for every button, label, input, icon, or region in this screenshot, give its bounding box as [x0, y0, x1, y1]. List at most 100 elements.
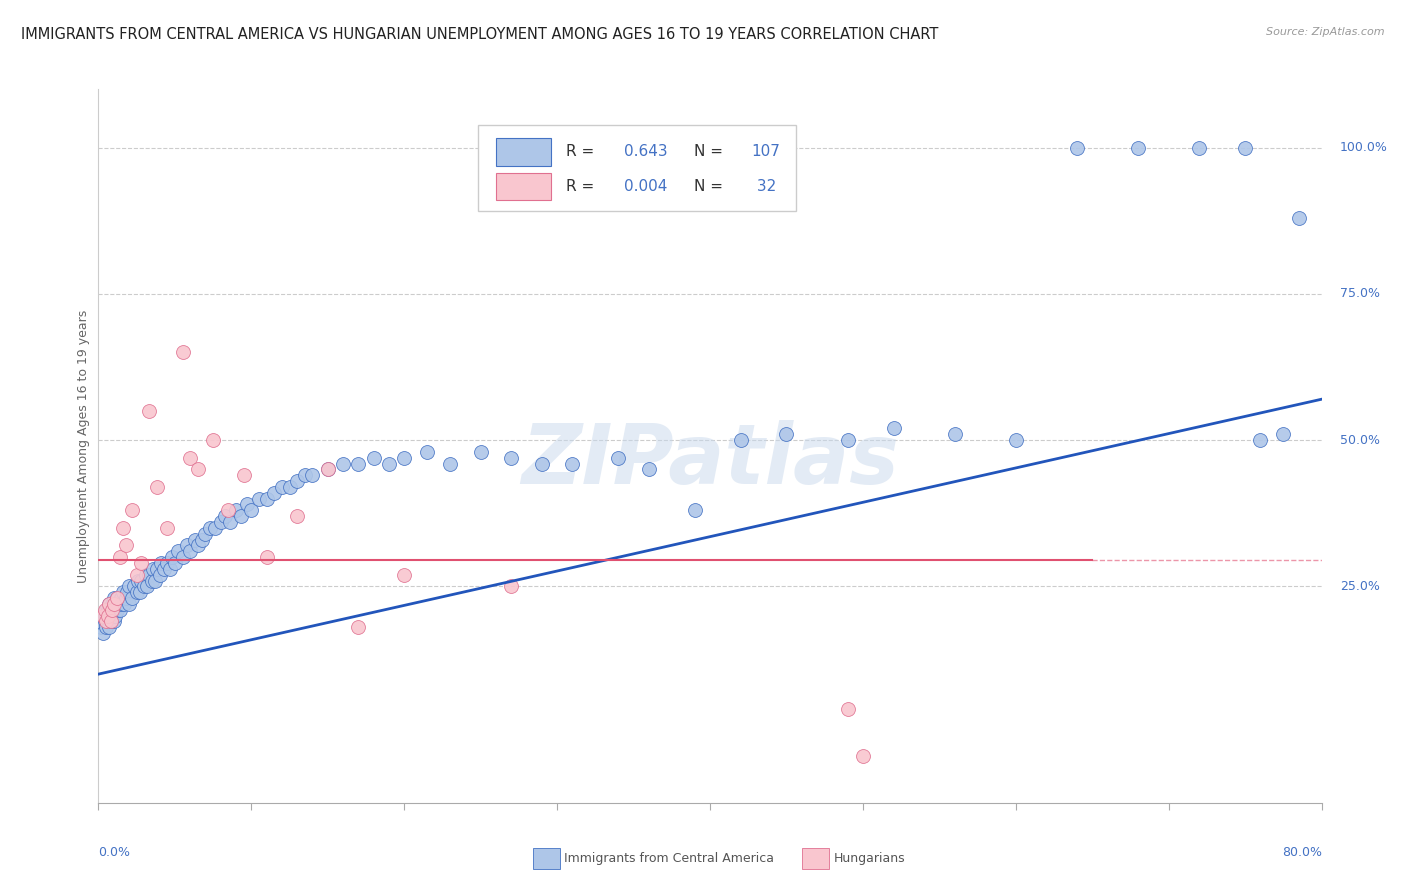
Text: 107: 107	[752, 145, 780, 160]
FancyBboxPatch shape	[533, 847, 560, 869]
Point	[235, 498, 257, 512]
Point	[127, 574, 149, 588]
Point	[101, 597, 124, 611]
Point	[107, 597, 129, 611]
Text: N =: N =	[695, 178, 728, 194]
Point	[1288, 211, 1310, 225]
FancyBboxPatch shape	[496, 138, 551, 166]
Text: 75.0%: 75.0%	[1340, 287, 1379, 301]
Point	[128, 585, 150, 599]
Point	[561, 457, 583, 471]
Point	[232, 468, 254, 483]
Point	[110, 597, 132, 611]
FancyBboxPatch shape	[801, 847, 828, 869]
Point	[100, 615, 122, 629]
Point	[134, 579, 156, 593]
Point	[1249, 433, 1271, 447]
Point	[160, 550, 183, 565]
Point	[167, 544, 190, 558]
Text: R =: R =	[565, 178, 599, 194]
Point	[111, 521, 134, 535]
Point	[110, 591, 132, 605]
Point	[184, 533, 207, 547]
Point	[247, 491, 270, 506]
Point	[90, 620, 112, 634]
Point	[1004, 433, 1026, 447]
Point	[316, 462, 339, 476]
Point	[98, 597, 121, 611]
Point	[229, 509, 252, 524]
Point	[149, 567, 172, 582]
Point	[1272, 427, 1295, 442]
Text: 25.0%: 25.0%	[1340, 580, 1379, 593]
Point	[179, 450, 201, 465]
Point	[278, 480, 301, 494]
Point	[145, 562, 167, 576]
Text: Source: ZipAtlas.com: Source: ZipAtlas.com	[1267, 27, 1385, 37]
Point	[91, 608, 114, 623]
Point	[115, 591, 138, 605]
Point	[142, 562, 165, 576]
Point	[98, 608, 121, 623]
Point	[1066, 141, 1088, 155]
Point	[256, 550, 278, 565]
Point	[111, 585, 134, 599]
Point	[98, 597, 121, 611]
Point	[100, 603, 122, 617]
Point	[163, 556, 186, 570]
Point	[883, 421, 905, 435]
Y-axis label: Unemployment Among Ages 16 to 19 years: Unemployment Among Ages 16 to 19 years	[77, 310, 90, 582]
Point	[138, 404, 160, 418]
Point	[93, 615, 115, 629]
Point	[143, 574, 166, 588]
Point	[93, 608, 115, 623]
Point	[97, 615, 120, 629]
Point	[121, 591, 143, 605]
Text: 0.004: 0.004	[624, 178, 668, 194]
Point	[136, 579, 159, 593]
Point	[294, 468, 316, 483]
Point	[837, 702, 859, 716]
Point	[172, 345, 194, 359]
Point	[837, 433, 859, 447]
Text: R =: R =	[565, 145, 599, 160]
Point	[285, 474, 308, 488]
Point	[105, 591, 128, 605]
Point	[129, 556, 152, 570]
Text: 0.0%: 0.0%	[98, 846, 131, 859]
Point	[108, 550, 131, 565]
Point	[179, 544, 201, 558]
Point	[103, 597, 125, 611]
Point	[121, 503, 143, 517]
Point	[225, 503, 247, 517]
Point	[730, 433, 752, 447]
Point	[112, 597, 135, 611]
Text: 80.0%: 80.0%	[1282, 846, 1322, 859]
Point	[852, 749, 875, 764]
Point	[1188, 141, 1211, 155]
Text: Immigrants from Central America: Immigrants from Central America	[564, 852, 775, 865]
Point	[256, 491, 278, 506]
Point	[363, 450, 385, 465]
Point	[392, 450, 416, 465]
Point	[530, 457, 553, 471]
FancyBboxPatch shape	[478, 125, 796, 211]
Text: 0.643: 0.643	[624, 145, 668, 160]
Point	[378, 457, 401, 471]
Point	[1234, 141, 1257, 155]
Point	[129, 574, 152, 588]
Point	[156, 521, 179, 535]
Point	[141, 574, 163, 588]
Point	[172, 550, 194, 565]
Point	[115, 538, 138, 552]
Text: 50.0%: 50.0%	[1340, 434, 1379, 447]
Point	[204, 521, 226, 535]
Point	[94, 603, 117, 617]
Point	[156, 556, 179, 570]
Point	[138, 567, 160, 582]
Text: IMMIGRANTS FROM CENTRAL AMERICA VS HUNGARIAN UNEMPLOYMENT AMONG AGES 16 TO 19 YE: IMMIGRANTS FROM CENTRAL AMERICA VS HUNGA…	[21, 27, 938, 42]
Text: N =: N =	[695, 145, 728, 160]
Point	[91, 626, 114, 640]
Point	[416, 445, 439, 459]
Point	[105, 603, 128, 617]
